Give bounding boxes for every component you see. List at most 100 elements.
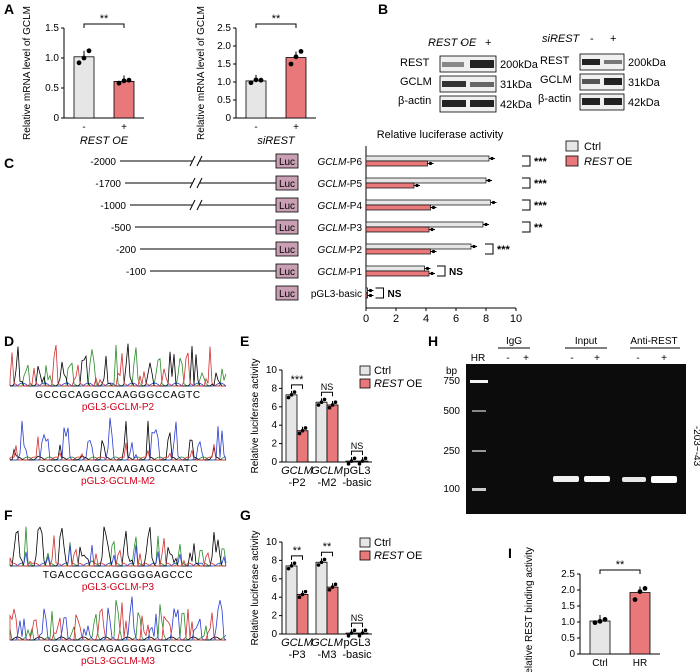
data-point <box>303 589 308 594</box>
bar <box>589 620 611 655</box>
bar <box>113 81 135 119</box>
chroma-trace <box>9 344 226 387</box>
blot-left-row-actin: β-actin <box>398 95 431 107</box>
y-tick-label: 0 <box>53 113 59 124</box>
x-tick-label: 8 <box>483 313 489 325</box>
significance-label: *** <box>534 200 548 212</box>
y-axis-label: Relative luciferase activity <box>250 358 261 473</box>
construct-position: -500 <box>111 223 131 234</box>
data-point <box>288 61 294 67</box>
x-tick-label: 6 <box>453 313 459 325</box>
x-tick-label: HR <box>633 658 647 669</box>
data-point <box>292 390 297 394</box>
data-point <box>349 631 354 635</box>
x-tick-label: GCLM <box>281 637 314 649</box>
luciferase-title: Relative luciferase activity <box>377 129 504 141</box>
construct-name: GCLM-P2 <box>318 245 363 256</box>
blot-right-size-gclm: 31kDa <box>628 77 661 89</box>
construct-position: -2000 <box>90 157 116 168</box>
data-point <box>286 566 291 571</box>
significance-bracket <box>437 265 446 277</box>
construct-position: -1700 <box>95 179 121 190</box>
significance-label: ** <box>100 13 109 25</box>
gel-marker-250: 250 <box>443 446 460 457</box>
gel-lane-1: - <box>506 353 509 364</box>
x-tick-label: GCLM <box>281 465 314 477</box>
legend-swatch-ctrl <box>565 140 579 152</box>
blot-left-lane-1: - <box>460 37 464 49</box>
bar <box>326 404 339 463</box>
legend-label-oe: REST OE <box>584 156 632 168</box>
significance-bracket <box>321 391 333 397</box>
y-tick-label: 0 <box>569 649 575 660</box>
data-point <box>303 426 308 430</box>
y-axis-label: Relative mRNA level of GCLM <box>22 6 33 140</box>
construct-name: GCLM-P4 <box>318 201 363 212</box>
bar <box>365 160 428 167</box>
data-point <box>360 631 365 635</box>
break-mark <box>189 155 203 167</box>
luc-label: Luc <box>279 223 295 234</box>
significance-bracket <box>522 177 531 189</box>
x-tick-label: Ctrl <box>592 658 608 669</box>
blot-left-row-rest: REST <box>400 57 430 69</box>
x-tick-label: -P2 <box>288 477 305 489</box>
data-point <box>327 588 332 592</box>
bar <box>365 292 368 299</box>
data-point <box>286 395 291 400</box>
bar <box>296 430 309 463</box>
data-point <box>76 60 82 66</box>
blot-right-header: siREST <box>542 33 581 45</box>
data-point <box>592 620 598 626</box>
luc-label: Luc <box>279 289 295 300</box>
data-point <box>292 561 297 565</box>
gel-marker-100: 100 <box>443 484 460 495</box>
seq-label-m2: pGL3-GCLM-M2 <box>81 476 155 487</box>
significance-bracket <box>321 551 333 557</box>
y-tick-label: 4 <box>271 592 277 603</box>
x-tick-label: pGL3 <box>344 465 371 477</box>
seq-label-m3: pGL3-GCLM-M3 <box>81 656 155 667</box>
bar <box>245 80 267 119</box>
luc-box <box>275 219 299 235</box>
luc-label: Luc <box>279 245 295 256</box>
y-tick-label: 2 <box>271 439 277 450</box>
luc-box <box>275 175 299 191</box>
construct-name: GCLM-P3 <box>318 223 363 234</box>
significance-label: *** <box>534 178 548 190</box>
bar <box>285 57 307 119</box>
construct-position: -200 <box>116 245 136 256</box>
blot-right-lane-2: + <box>610 33 616 45</box>
significance-label: NS <box>351 613 364 623</box>
blot-left-lane-2: + <box>485 37 491 49</box>
significance-label: NS <box>388 289 402 300</box>
bar <box>365 248 431 255</box>
blot-left-size-gclm: 31kDa <box>500 79 533 91</box>
data-point <box>121 78 127 84</box>
chroma-trace <box>9 526 226 567</box>
data-point <box>126 77 132 83</box>
bar <box>365 270 430 277</box>
construct-position: -100 <box>126 267 146 278</box>
significance-bracket <box>522 221 531 233</box>
y-tick-label: 2 <box>271 611 277 622</box>
y-tick-label: 1.5 <box>45 23 59 34</box>
y-tick-label: 10 <box>266 537 278 548</box>
data-point <box>363 628 368 633</box>
data-point <box>632 597 638 602</box>
data-point <box>363 456 368 461</box>
data-point <box>352 456 357 461</box>
panel-letter-f: F <box>4 507 13 523</box>
luc-box <box>275 285 299 301</box>
bar <box>315 401 328 463</box>
y-tick-label: 0 <box>225 113 231 124</box>
panel-letter-g: G <box>240 507 251 523</box>
luc-label: Luc <box>279 201 295 212</box>
gel-group-antirest: Anti-REST <box>630 336 677 347</box>
panel-letter-b: B <box>378 1 388 17</box>
seq-m2: GCCGCAAGCAAAGAGCCAATC <box>38 464 199 475</box>
legend-label-oe: REST OE <box>374 550 422 562</box>
significance-label: ** <box>293 545 302 557</box>
